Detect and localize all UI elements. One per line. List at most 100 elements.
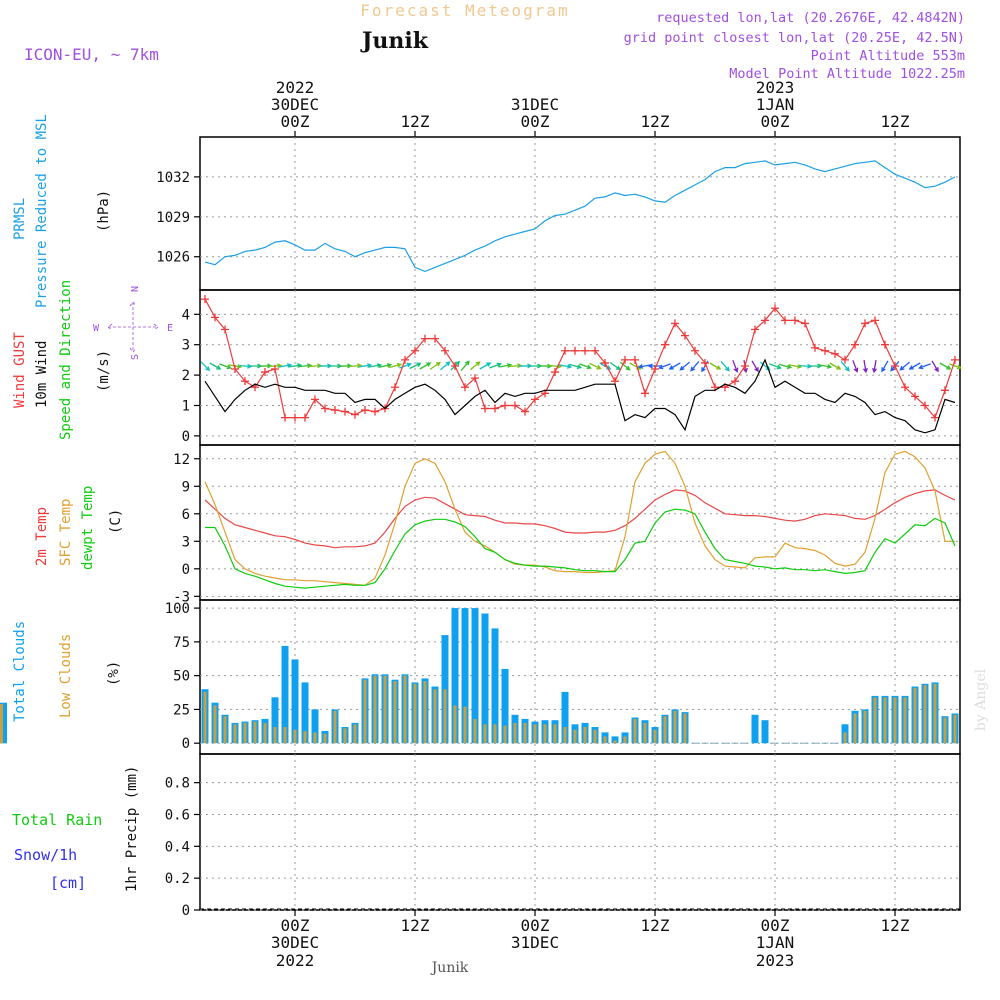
wind-direction-arrow [862, 359, 868, 374]
precip-labels: Total Rain Snow/1h [cm] 1hr Precip (mm) [12, 766, 140, 892]
top-hour-label: 12Z [881, 112, 910, 131]
gust-point [801, 319, 809, 328]
bottom-hour-label: 12Z [401, 916, 430, 935]
wind-direction-arrow [881, 360, 889, 373]
low-clouds-bar [913, 687, 917, 744]
wind-units: (m/s) [96, 350, 112, 392]
low-clouds-bar [263, 722, 267, 744]
gust-point [501, 401, 509, 410]
y-tick-label: 6 [182, 507, 190, 523]
gust-point [441, 346, 449, 355]
wind-direction-arrow [219, 363, 232, 370]
y-tick-label: 50 [173, 669, 190, 685]
gust-point [631, 355, 639, 364]
gust-point [941, 386, 949, 395]
y-tick-label: 12 [173, 452, 190, 468]
wind-direction-arrow [278, 363, 293, 368]
low-clouds-bar [663, 716, 667, 744]
gust-point [651, 365, 659, 374]
wind-direction-arrow [359, 363, 373, 369]
y-tick-label: 0.8 [165, 776, 190, 792]
low-clouds-bar [583, 727, 587, 744]
gust-point [241, 377, 249, 386]
requested-coords: requested lon,lat (20.2676E, 42.4842N) [656, 10, 965, 26]
total-clouds-bar [451, 608, 459, 744]
gust-point [471, 374, 479, 383]
wind-label: 10m Wind [34, 341, 50, 408]
wind-direction-arrow [419, 362, 432, 370]
low-clouds-bar [413, 683, 417, 744]
top-date-label: 31DEC [511, 95, 559, 114]
low-clouds-bar [223, 716, 227, 744]
total-clouds-label: Total Clouds [12, 621, 28, 722]
compass-rose: W E N S [93, 286, 173, 360]
gust-point [671, 319, 679, 328]
top-date-label: 1JAN [756, 95, 795, 114]
bottom-hour-label: 00Z [761, 916, 790, 935]
y-tick-label: 0.6 [165, 807, 190, 823]
clouds-units: (%) [106, 661, 122, 686]
wind-labels: Wind GUST 10m Wind Speed and Direction (… [12, 280, 173, 440]
sfc-temp-label: SFC Temp [58, 499, 74, 566]
bottom-year-label: 2023 [756, 951, 795, 970]
y-tick-label: 0 [182, 562, 190, 578]
bottom-year-label: 2022 [276, 951, 315, 970]
low-clouds-bar [0, 704, 3, 744]
y-tick-label: 1026 [156, 250, 190, 266]
temp2m-label: 2m Temp [34, 507, 50, 566]
wind-direction-arrow [720, 360, 730, 372]
low-clouds-bar [463, 706, 467, 744]
low-clouds-bar [403, 675, 407, 744]
gust-point [931, 413, 939, 422]
gust-point [601, 358, 609, 367]
low-clouds-bar [443, 689, 447, 744]
compass-w: W [93, 323, 100, 334]
pressure-panel: 1026 1029 1032 [156, 136, 961, 291]
y-tick-label: 25 [173, 702, 190, 718]
grid-point-coords: grid point closest lon,lat (20.25E, 42.5… [624, 30, 965, 46]
wind-direction-arrow [558, 363, 573, 369]
dewpt-series-line [205, 508, 956, 589]
bottom-date-label: 1JAN [756, 933, 795, 952]
low-clouds-bar [293, 729, 297, 744]
wind-direction-arrow [479, 362, 492, 370]
wind-direction-arrow [818, 363, 833, 369]
compass-e: E [167, 323, 173, 334]
wind-direction-arrow [209, 362, 222, 370]
low-clouds-bar [603, 736, 607, 744]
total-clouds-bar [481, 613, 489, 744]
gust-point [271, 365, 279, 374]
gust-point [921, 401, 929, 410]
wind-direction-arrow [469, 361, 481, 371]
gust-point [891, 361, 899, 370]
wind-direction-arrow [200, 361, 211, 372]
bottom-date-label: 30DEC [271, 933, 319, 952]
wind-direction-arrow [852, 360, 859, 373]
clouds-labels: Total Clouds Low Clouds (%) [12, 621, 122, 722]
wind-direction-arrow [668, 362, 681, 370]
gust-point [451, 361, 459, 370]
low-clouds-bar [843, 732, 847, 744]
gust-point [351, 410, 359, 419]
y-tick-label: 4 [182, 307, 190, 323]
y-tick-label: 1 [182, 398, 190, 414]
gust-point [221, 325, 229, 334]
wind-direction-arrow [348, 363, 363, 369]
gust-point [741, 361, 749, 370]
wind-direction-arrow [589, 362, 602, 370]
gust-point [231, 365, 239, 374]
gust-point [811, 343, 819, 352]
gust-point [301, 413, 309, 422]
gust-point [281, 413, 289, 422]
gust-point [531, 395, 539, 404]
top-hour-label: 00Z [521, 112, 550, 131]
wind-direction-arrow [809, 363, 823, 369]
wind-direction-arrow [579, 363, 592, 370]
y-tick-label: 75 [173, 635, 190, 651]
wind-direction-arrow [439, 361, 451, 371]
prmsl-series-line [204, 160, 956, 273]
low-clouds-bar [273, 727, 277, 744]
gust-point [701, 358, 709, 367]
